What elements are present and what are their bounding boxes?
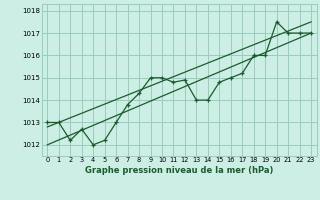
X-axis label: Graphe pression niveau de la mer (hPa): Graphe pression niveau de la mer (hPa) [85,166,273,175]
